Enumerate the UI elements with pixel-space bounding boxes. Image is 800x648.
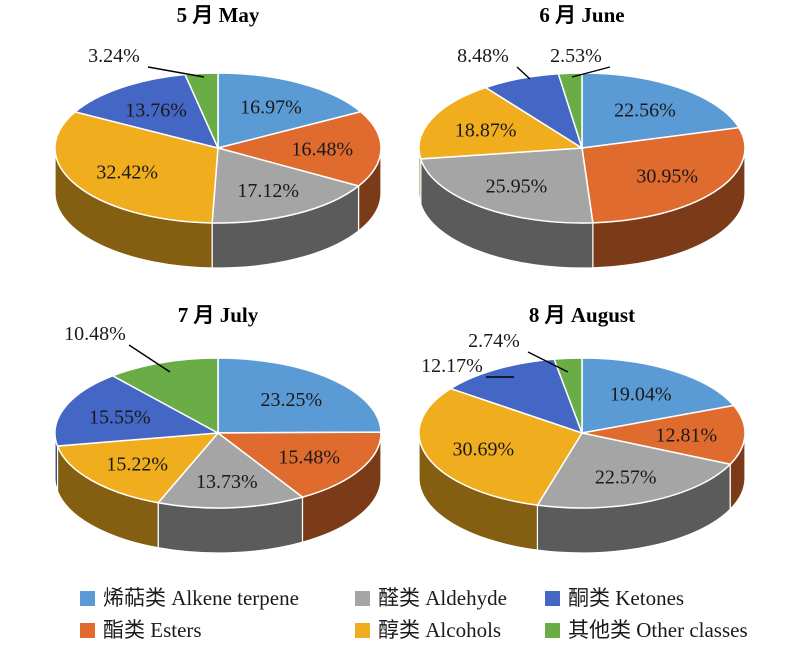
- legend-label-ketones: 酮类 Ketones: [568, 586, 685, 610]
- slice-label-other: 3.24%: [88, 45, 140, 67]
- legend-item-ketones: 酮类 Ketones: [545, 585, 745, 611]
- slice-label-aldehyde: 22.57%: [595, 467, 657, 489]
- slice-label-other: 2.53%: [550, 45, 602, 67]
- pie-top: [418, 72, 746, 224]
- pie-slice-ketones: [54, 374, 221, 447]
- pie-slice-aldehyde: [211, 147, 361, 224]
- legend-label-other: 其他类 Other classes: [568, 618, 748, 642]
- pie-slice-alkene: [217, 72, 363, 149]
- pie-slice-esters: [581, 126, 746, 224]
- pie-slice-esters: [215, 110, 382, 187]
- slice-label-alkene: 22.56%: [614, 100, 676, 122]
- leader-line-other: [128, 344, 171, 373]
- pie-slice-alcohols: [56, 432, 220, 504]
- pie-slice-alcohols: [418, 387, 584, 506]
- leader-line-other: [571, 66, 611, 78]
- pie-slice-other: [553, 357, 583, 434]
- slice-label-esters: 15.48%: [278, 446, 340, 468]
- slice-label-esters: 30.95%: [636, 166, 698, 188]
- chart-title: 7 月 July: [178, 303, 259, 327]
- slice-label-alcohols: 30.69%: [452, 439, 514, 461]
- pie-chart-0: 5 月 May 16.97% 16.48% 17.12% 32.42% 13.76% 3.2…: [54, 3, 382, 269]
- pie-top: [418, 357, 746, 509]
- pie-slice-alcohols: [418, 86, 585, 160]
- pie-charts-canvas: 5 月 May 16.97% 16.48% 17.12% 32.42% 13.76% 3.2…: [54, 3, 746, 554]
- slice-label-alcohols: 32.42%: [96, 162, 158, 184]
- legend-item-alkene: 烯萜类 Alkene terpene: [80, 585, 355, 611]
- chart-title: 8 月 August: [529, 303, 635, 327]
- pie-slice-esters: [215, 431, 382, 498]
- legend-label-alkene: 烯萜类 Alkene terpene: [103, 586, 299, 610]
- pie-chart-2: 7 月 July 23.25% 15.48% 13.73% 15.22% 15.55% 10…: [54, 303, 382, 554]
- legend-item-alcohols: 醇类 Alcohols: [355, 617, 545, 643]
- slice-label-other: 10.48%: [64, 323, 126, 345]
- leader-line-other: [147, 66, 205, 78]
- slice-label-aldehyde: 25.95%: [486, 175, 548, 197]
- pie-slice-ketones: [73, 73, 220, 150]
- pie-chart-1: 6 月 June 22.56% 30.95% 25.95% 18.87% 8.48% 2.5…: [418, 3, 746, 269]
- slice-label-aldehyde: 17.12%: [237, 180, 299, 202]
- slice-label-alcohols: 18.87%: [455, 119, 517, 141]
- pie-slice-alcohols: [54, 111, 219, 224]
- slice-label-aldehyde: 13.73%: [196, 471, 258, 493]
- pie-chart-3: 8 月 August 19.04% 12.81% 22.57% 30.69% 12.17%…: [418, 303, 746, 554]
- slice-label-alcohols: 15.22%: [106, 453, 168, 475]
- legend-swatch-aldehyde: [355, 590, 370, 606]
- legend-swatch-alcohols: [355, 622, 370, 638]
- pie-slice-alkene: [217, 357, 382, 434]
- slice-label-ketones: 8.48%: [457, 45, 509, 67]
- slice-label-alkene: 19.04%: [610, 383, 672, 405]
- leader-line-other: [527, 351, 569, 373]
- legend-item-other: 其他类 Other classes: [545, 617, 748, 643]
- legend-item-aldehyde: 醛类 Aldehyde: [355, 585, 545, 611]
- pie-slice-other: [557, 72, 583, 149]
- pie-slice-ketones: [448, 358, 584, 435]
- legend-swatch-ketones: [545, 590, 560, 606]
- legend-swatch-esters: [80, 622, 95, 638]
- slice-label-alkene: 23.25%: [260, 389, 322, 411]
- legend-swatch-alkene: [80, 590, 95, 606]
- chart-title: 5 月 May: [177, 3, 260, 27]
- slice-label-ketones: 13.76%: [125, 99, 187, 121]
- pie-slice-other: [183, 72, 219, 149]
- chart-title: 6 月 June: [539, 3, 624, 27]
- legend-swatch-other: [545, 622, 560, 638]
- chart-legend: 烯萜类 Alkene terpene 醛类 Aldehyde 酮类 Ketone…: [80, 585, 760, 643]
- slice-label-alkene: 16.97%: [240, 97, 302, 119]
- slice-label-ketones: 12.17%: [421, 355, 483, 377]
- slice-label-other: 2.74%: [468, 330, 520, 352]
- legend-item-esters: 酯类 Esters: [80, 617, 355, 643]
- pie-slice-other: [110, 357, 219, 435]
- pie-top: [54, 357, 382, 509]
- slice-label-esters: 12.81%: [655, 424, 717, 446]
- slice-label-esters: 16.48%: [291, 139, 353, 161]
- leader-line-ketones: [516, 66, 531, 80]
- pie-slice-aldehyde: [536, 432, 732, 509]
- slice-label-ketones: 15.55%: [89, 407, 151, 429]
- legend-label-esters: 酯类 Esters: [103, 618, 202, 642]
- pie-slice-aldehyde: [419, 147, 594, 224]
- pie-top: [54, 72, 382, 224]
- legend-label-aldehyde: 醛类 Aldehyde: [378, 586, 507, 610]
- pie-slice-aldehyde: [156, 431, 305, 509]
- legend-label-alcohols: 醇类 Alcohols: [378, 618, 502, 642]
- pie-slice-alkene: [581, 72, 741, 149]
- pie-slice-alkene: [581, 357, 736, 434]
- pie-slice-esters: [581, 404, 746, 466]
